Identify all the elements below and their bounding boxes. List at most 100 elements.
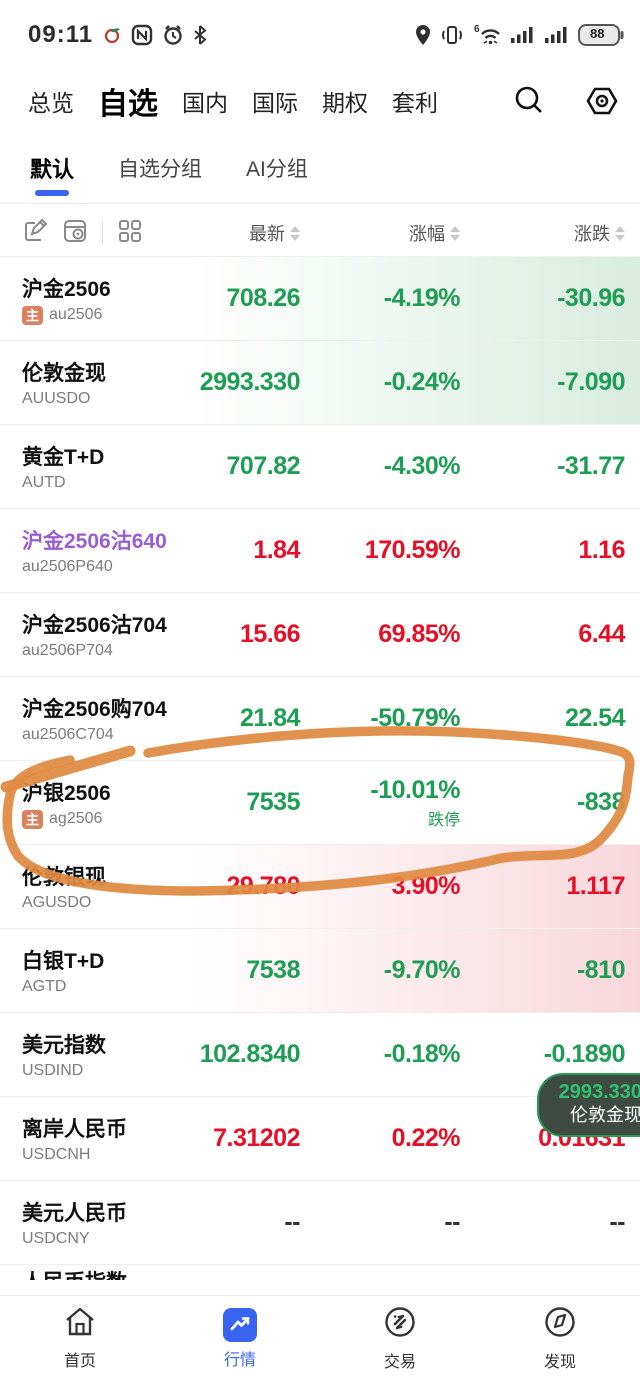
instrument-code: AUUSDO [22,390,91,407]
table-row[interactable]: 白银T+D AGTD 7538 -9.70% -810 [0,929,640,1013]
instrument-name: 黄金T+D [22,446,105,469]
toast-price: 2993.330 [558,1081,640,1103]
instrument-code: au2506C704 [22,726,114,743]
instrument-code: AGUSDO [22,894,92,911]
home-icon [63,1306,97,1343]
tab-options[interactable]: 期权 [322,90,368,116]
change-percent: -0.18% [383,1040,461,1068]
tab-discover[interactable]: 发现 [480,1305,640,1372]
floating-quote-toast[interactable]: 2993.330 伦敦金现 [536,1073,640,1137]
last-price: 7538 [246,956,300,984]
instrument-name: 美元指数 [22,1034,106,1057]
clock: 09:11 [28,21,94,48]
group-tab-custom[interactable]: 自选分组 [118,157,203,181]
table-row[interactable]: 离岸人民币 USDCNH 7.31202 0.22% 0.01631 [0,1097,640,1181]
header-change-pct-label: 涨幅 [409,224,445,244]
change-percent: 170.59% [364,536,461,564]
sort-arrows-icon [615,225,625,241]
tab-watchlist[interactable]: 自选 [98,88,158,121]
table-row[interactable]: 黄金T+D AUTD 707.82 -4.30% -31.77 [0,425,640,509]
tab-label: 交易 [383,1354,416,1371]
table-row[interactable]: 美元指数 USDIND 102.8340 -0.18% -0.1890 [0,1013,640,1097]
tab-label: 行情 [223,1351,256,1369]
settings-icon[interactable] [584,84,620,118]
edit-watchlist-icon[interactable] [22,218,48,249]
header-change-label: 涨跌 [574,224,610,244]
instrument-code: au2506P704 [22,642,113,659]
table-row[interactable]: 沪金2506购704 au2506C704 21.84 -50.79% 22.5… [0,677,640,761]
change-percent: 0.22% [391,1124,461,1152]
change-value: -7.090 [557,368,625,396]
instrument-name: 伦敦金现 [22,362,106,385]
tab-label: 发现 [543,1354,576,1371]
wifi6-icon: 6 [472,23,502,47]
group-tabs: 默认 自选分组 AI分组 [0,140,640,204]
change-percent: -50.79% [370,704,460,732]
instrument-name: 美元人民币 [22,1202,127,1225]
table-row[interactable]: 沪金2506沽640 au2506P640 1.84 170.59% 1.16 [0,509,640,593]
search-icon[interactable] [512,84,546,118]
main-nav: 总览 自选 国内 国际 期权 套利 [0,62,640,140]
instrument-code: USDCNY [22,1230,90,1247]
instrument-code: USDCNH [22,1146,91,1163]
last-price: 29.780 [226,872,301,900]
group-settings-icon[interactable] [62,218,88,249]
toast-instrument-name: 伦敦金现 [570,1105,640,1125]
table-row[interactable]: 伦敦金现 AUUSDO 2993.330 -0.24% -7.090 [0,341,640,425]
change-percent: -- [444,1208,460,1236]
last-price: 1.84 [253,536,300,564]
location-icon [414,24,432,46]
change-percent: -10.01% [370,775,460,804]
tab-international[interactable]: 国际 [252,90,298,116]
battery-percent: 88 [590,26,605,41]
change-percent: -4.19% [383,284,461,312]
last-price: -- [284,1208,300,1236]
last-price: 708.26 [226,284,301,312]
change-value: -0.1890 [543,1040,626,1068]
toolbar-divider [102,222,103,244]
instrument-name: 沪银2506 [22,781,111,805]
change-percent: 3.90% [391,872,461,900]
last-price: 707.82 [226,452,301,480]
instrument-name: 沪金2506沽704 [22,614,167,637]
instrument-code: au2506P640 [22,558,113,575]
table-row[interactable]: 美元人民币 USDCNY -- -- -- [0,1181,640,1265]
group-tab-ai[interactable]: AI分组 [246,157,308,181]
signal-icon [510,24,536,46]
tab-domestic[interactable]: 国内 [182,90,228,116]
table-row[interactable]: 沪金2506 主 au2506 708.26 -4.19% -30.96 [0,257,640,341]
status-bar: 09:11 6 88 [0,0,640,62]
sort-by-last[interactable]: 最新 [188,220,300,246]
sort-by-change-pct[interactable]: 涨幅 [300,220,460,246]
tab-home[interactable]: 首页 [0,1306,160,1371]
last-price: 21.84 [239,704,301,732]
change-value: 1.16 [578,536,625,564]
instrument-name: 人民币指数 [22,1265,625,1280]
tab-arbitrage[interactable]: 套利 [392,90,438,116]
trade-exchange-icon [383,1305,417,1344]
instrument-code: au2506 [49,306,103,323]
tab-overview[interactable]: 总览 [28,90,74,116]
instrument-code: AGTD [22,978,67,995]
markets-chart-icon [223,1307,257,1342]
table-row[interactable]: 伦敦银现 AGUSDO 29.780 3.90% 1.117 [0,845,640,929]
tab-markets[interactable]: 行情 [160,1307,320,1370]
table-row[interactable]: 沪金2506沽704 au2506P704 15.66 69.85% 6.44 [0,593,640,677]
table-row-circled[interactable]: 沪银2506 主 ag2506 7535 -10.01% 跌停 -838 [0,761,640,845]
sort-arrows-icon [450,225,460,241]
discover-compass-icon [543,1305,577,1344]
limit-down-label: 跌停 [427,811,460,829]
instrument-name: 沪金2506 [22,277,111,301]
grid-view-icon[interactable] [117,218,143,249]
change-value: 1.117 [566,872,625,900]
table-row-clipped[interactable]: 人民币指数 [0,1265,640,1280]
tab-trade[interactable]: 交易 [320,1305,480,1372]
instrument-code: AUTD [22,474,66,491]
change-value: 6.44 [578,620,625,648]
last-price: 7535 [246,788,300,816]
instrument-name: 白银T+D [22,950,105,973]
sort-by-change[interactable]: 涨跌 [460,220,625,246]
group-tab-default[interactable]: 默认 [30,152,74,192]
change-value: -810 [576,956,626,984]
bluetooth-icon [193,24,207,46]
